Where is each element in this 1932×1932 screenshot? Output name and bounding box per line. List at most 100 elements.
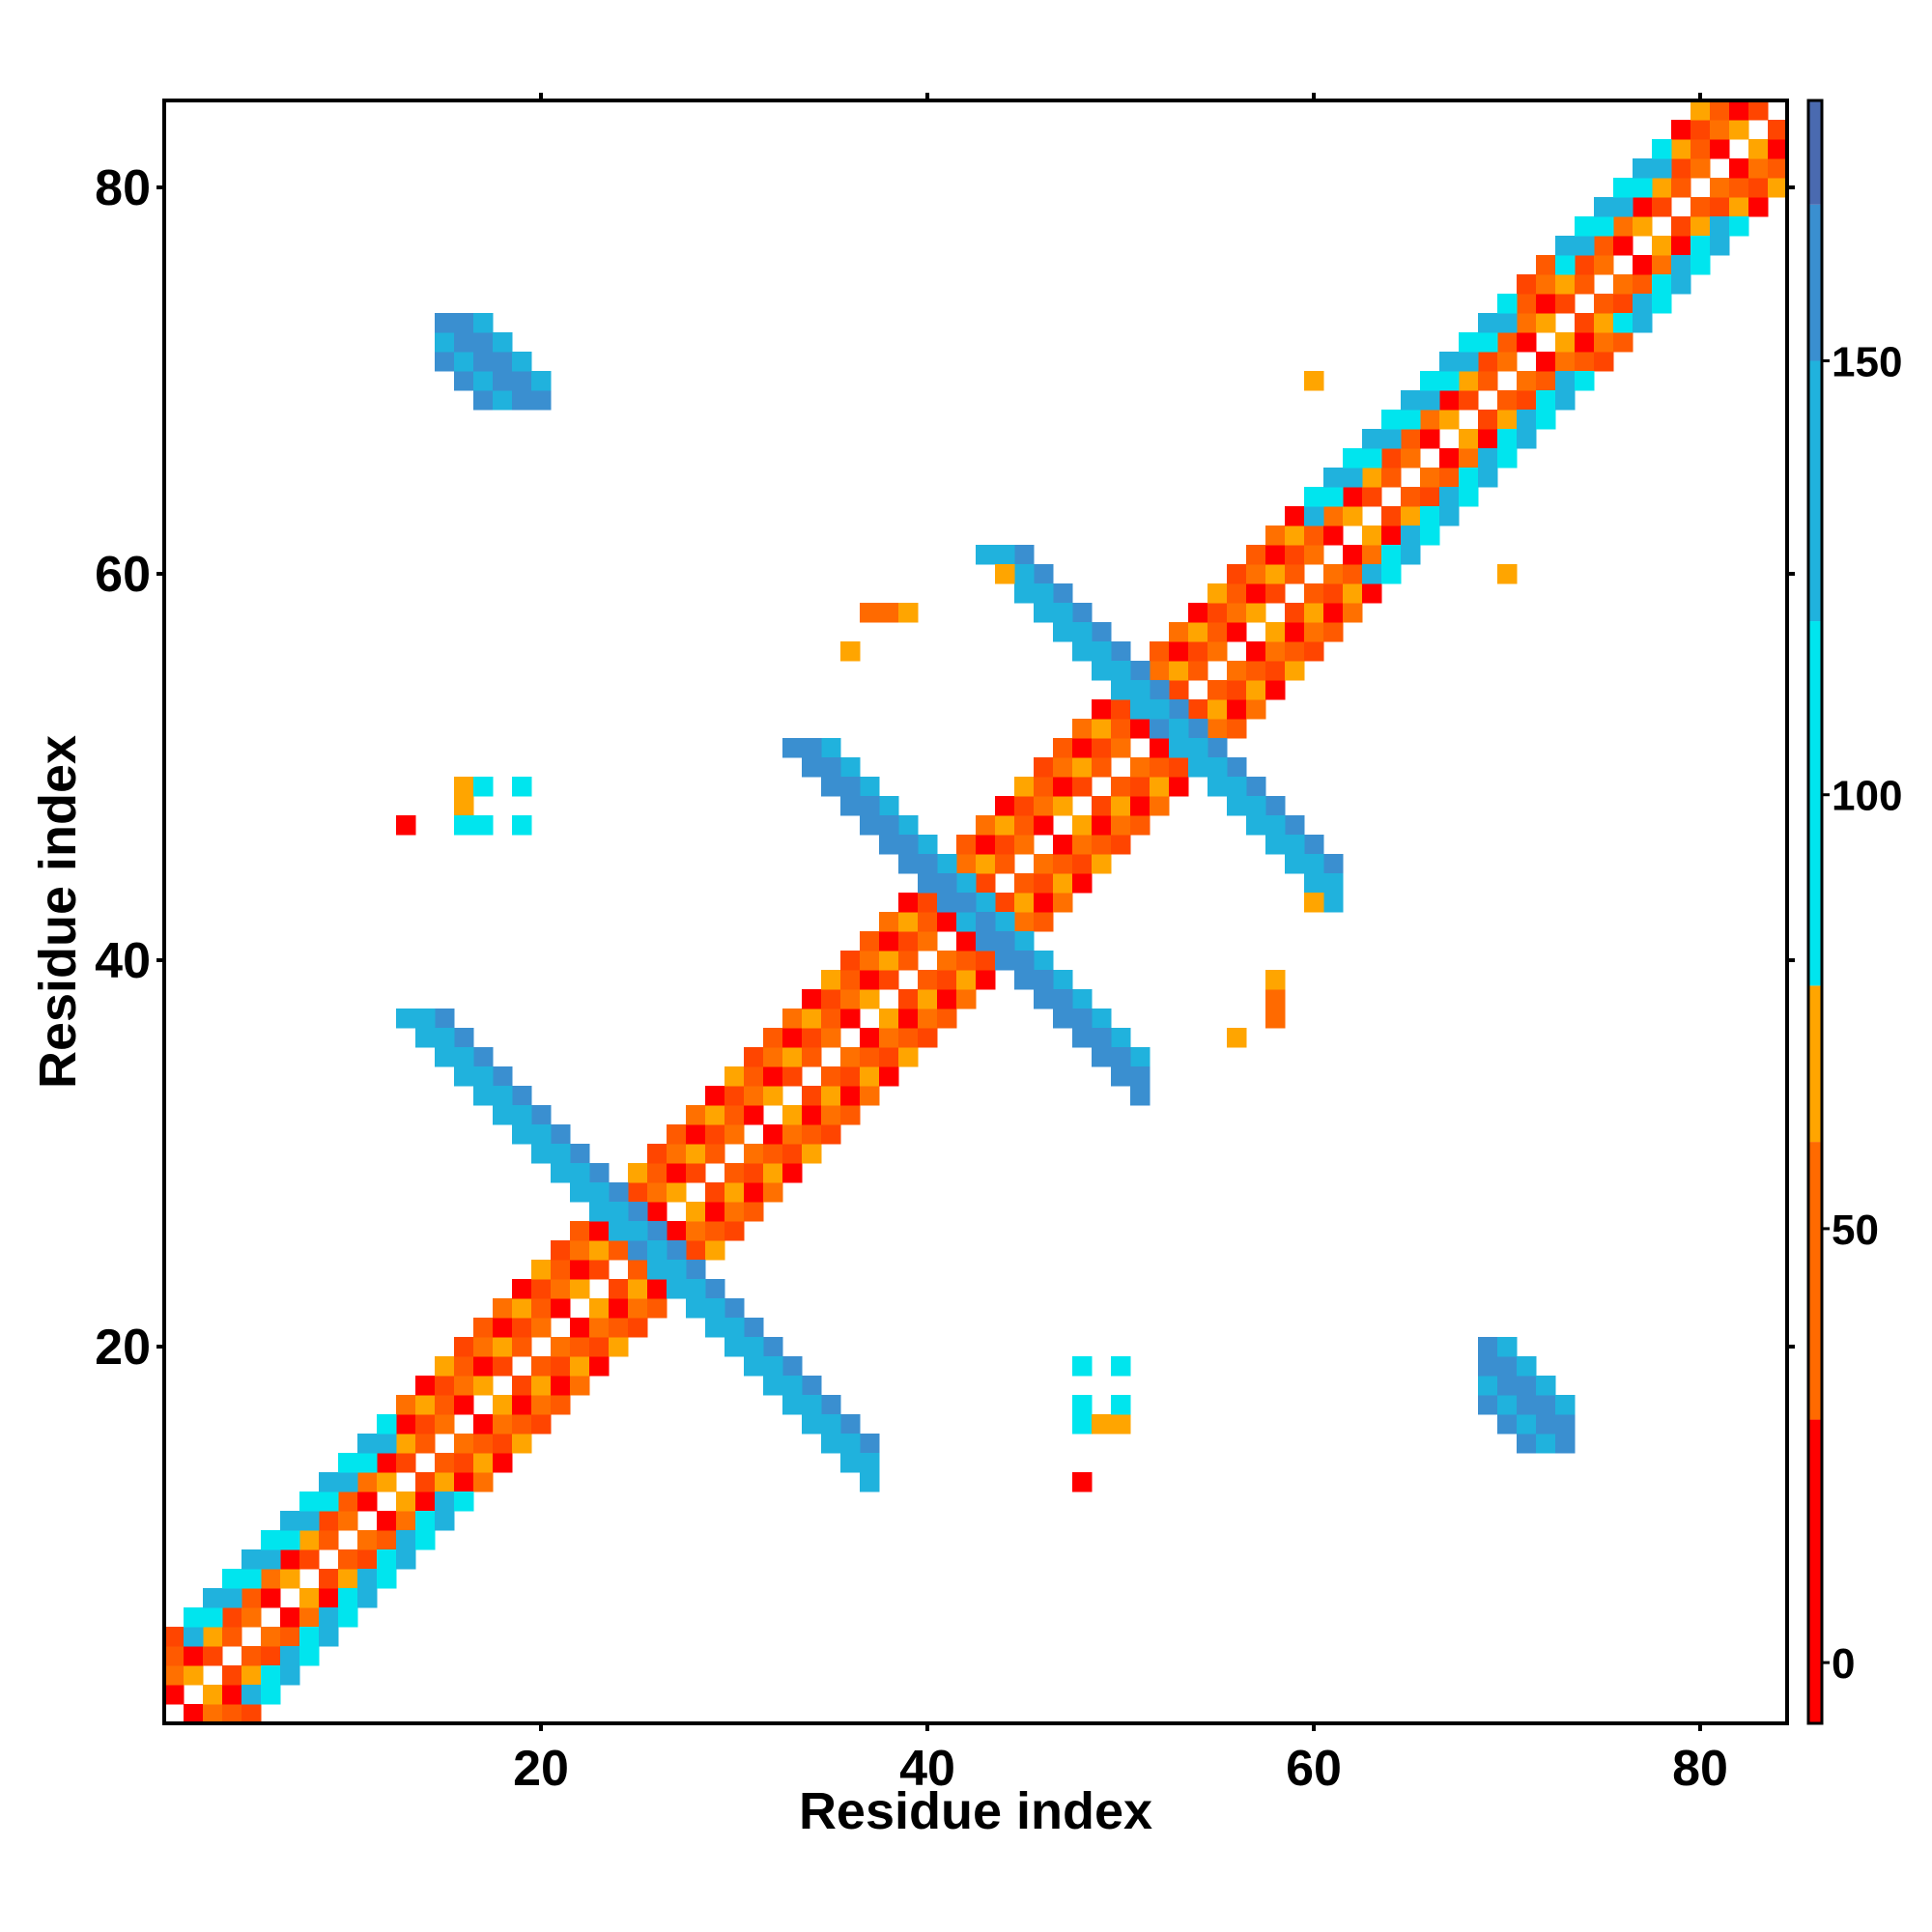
heatmap-cell xyxy=(1459,429,1479,449)
sheet-contact-cell xyxy=(435,313,455,333)
heatmap-cell xyxy=(1014,796,1035,816)
heatmap-cell xyxy=(879,1066,899,1087)
heatmap-cell xyxy=(1188,641,1208,662)
scattered-contact-cell xyxy=(454,815,474,836)
heatmap-cell xyxy=(1439,410,1460,430)
sheet-contact-cell xyxy=(705,1318,725,1338)
heatmap-cell xyxy=(222,1685,242,1705)
sheet-contact-cell xyxy=(1053,1009,1073,1029)
heatmap-cell xyxy=(1072,835,1093,855)
heatmap-cell xyxy=(1014,873,1035,894)
heatmap-cell xyxy=(242,1588,262,1608)
heatmap-cell xyxy=(1671,120,1691,140)
sheet-contact-cell xyxy=(995,951,1015,971)
heatmap-cell xyxy=(1227,603,1247,623)
sheet-contact-cell xyxy=(589,1182,610,1203)
heatmap-cell xyxy=(705,1144,725,1164)
heatmap-cell xyxy=(261,1627,281,1647)
heatmap-cell xyxy=(647,1279,668,1299)
heatmap-cell xyxy=(686,1144,706,1164)
heatmap-cell xyxy=(937,951,957,971)
heatmap-cell xyxy=(1150,641,1170,662)
heatmap-cell xyxy=(261,1588,281,1608)
sheet-contact-cell xyxy=(1130,680,1151,700)
scattered-contact-cell xyxy=(512,815,532,836)
sheet-contact-cell xyxy=(1111,1066,1131,1087)
heatmap-cell xyxy=(628,1182,648,1203)
heatmap-cell xyxy=(686,1240,706,1261)
heatmap-cell xyxy=(995,854,1015,874)
heatmap-cell xyxy=(1188,622,1208,642)
heatmap-cell xyxy=(1246,583,1266,604)
heatmap-cell xyxy=(1575,332,1595,353)
heatmap-cell xyxy=(1671,216,1691,237)
heatmap-cell xyxy=(531,1356,552,1377)
heatmap-cell xyxy=(1517,294,1537,314)
heatmap-cell xyxy=(184,1704,204,1724)
heatmap-cell xyxy=(976,854,996,874)
heatmap-cell xyxy=(589,1298,610,1319)
heatmap-cell xyxy=(1690,120,1711,140)
heatmap-cell xyxy=(956,970,977,990)
sheet-contact-cell xyxy=(531,390,552,411)
sheet-contact-cell xyxy=(1130,1066,1151,1087)
heatmap-cell xyxy=(551,1376,571,1396)
heatmap-cell xyxy=(995,835,1015,855)
sheet-contact-cell xyxy=(898,835,919,855)
sheet-contact-cell xyxy=(821,738,841,758)
heatmap-cell xyxy=(1690,158,1711,179)
heatmap-cell xyxy=(1246,661,1266,681)
heatmap-cell xyxy=(1710,100,1730,121)
heatmap-cell xyxy=(1130,757,1151,778)
sheet-contact-cell xyxy=(976,912,996,932)
sheet-contact-cell xyxy=(937,893,957,913)
sheet-contact-cell xyxy=(956,893,977,913)
sheet-contact-cell xyxy=(551,1124,571,1145)
heatmap-cell xyxy=(1517,313,1537,333)
heatmap-cell xyxy=(1092,796,1112,816)
heatmap-cell xyxy=(415,1434,436,1454)
heatmap-cell xyxy=(1690,216,1711,237)
heatmap-cell xyxy=(724,1105,745,1125)
x-tick-label: 40 xyxy=(899,1741,955,1797)
heatmap-cell xyxy=(1575,352,1595,372)
sheet-contact-cell xyxy=(1014,970,1035,990)
heatmap-cell xyxy=(493,1318,513,1338)
heatmap-cell xyxy=(261,1569,281,1589)
heatmap-cell xyxy=(435,1472,455,1492)
sheet-contact-cell xyxy=(956,873,977,894)
heatmap-cell xyxy=(1497,429,1518,449)
heatmap-cell xyxy=(1053,796,1073,816)
heatmap-cell xyxy=(184,1665,204,1686)
heatmap-cell xyxy=(724,1124,745,1145)
heatmap-cell xyxy=(667,1163,687,1183)
heatmap-cell xyxy=(377,1549,397,1570)
heatmap-cell xyxy=(319,1492,339,1512)
heatmap-cell xyxy=(1265,526,1286,546)
sheet-contact-cell xyxy=(879,796,899,816)
heatmap-cell xyxy=(918,989,938,1009)
heatmap-cell xyxy=(1690,236,1711,256)
heatmap-cell xyxy=(299,1627,320,1647)
sheet-contact-cell xyxy=(435,1047,455,1067)
heatmap-cell xyxy=(280,1665,300,1686)
heatmap-cell xyxy=(1633,274,1653,295)
heatmap-cell xyxy=(551,1260,571,1280)
sheet-contact-cell xyxy=(435,1028,455,1048)
colorbar-segment xyxy=(1808,360,1822,622)
sheet-contact-cell xyxy=(802,738,822,758)
heatmap-cell xyxy=(1401,448,1421,469)
heatmap-cell xyxy=(782,1105,803,1125)
heatmap-cell xyxy=(454,1492,474,1512)
heatmap-cell xyxy=(570,1221,590,1241)
heatmap-cell xyxy=(1420,371,1440,391)
heatmap-cell xyxy=(1459,468,1479,488)
heatmap-cell xyxy=(1555,274,1576,295)
heatmap-cell xyxy=(686,1105,706,1125)
heatmap-cell xyxy=(454,1337,474,1357)
sheet-contact-cell xyxy=(686,1260,706,1280)
heatmap-cell xyxy=(705,1221,725,1241)
colorbar-tick-label: 50 xyxy=(1832,1207,1879,1254)
heatmap-cell xyxy=(222,1607,242,1628)
heatmap-cell xyxy=(1497,332,1518,353)
